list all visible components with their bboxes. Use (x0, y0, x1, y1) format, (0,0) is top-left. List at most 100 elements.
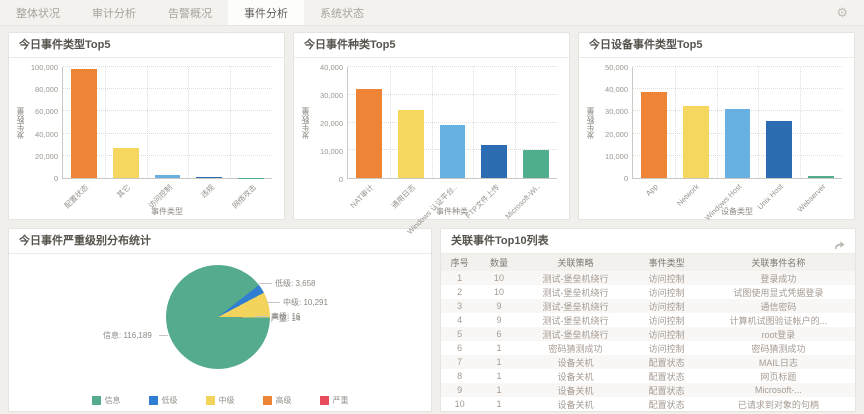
bar-cell (473, 67, 515, 178)
legend-swatch (262, 396, 272, 405)
nav-tab-3[interactable]: 事件分析 (228, 0, 304, 25)
table-col-header: 事件类型 (631, 254, 702, 271)
table-cell: 10 (493, 273, 504, 283)
h-gridline (63, 110, 272, 112)
table-cell: 测试-堡垒机绕行 (542, 287, 609, 298)
panel-event-kind-top5: 今日事件种类Top5 发生数量 40,000 30,000 20,000 10,000… (293, 32, 570, 236)
bar-cell (800, 67, 842, 178)
v-gridline (230, 67, 232, 178)
x-axis-title: 设备类型 (721, 207, 753, 216)
y-axis-title: 发生数量 (16, 107, 25, 139)
legend-label: 低级 (161, 396, 178, 405)
h-gridline (348, 66, 557, 67)
bar-Unix Host (766, 121, 793, 178)
table-cell: 密码猜测成功 (548, 343, 603, 354)
table-cell: 配置状态 (648, 399, 685, 410)
bar-FTP文件上传 (481, 144, 508, 178)
pie-leader-line (255, 316, 268, 317)
nav-tab-4[interactable]: 系统状态 (320, 7, 364, 20)
table-cell: 6 (496, 329, 502, 339)
table-cell: 网页标题 (760, 371, 797, 382)
v-gridline (716, 67, 718, 178)
table-cell: 测试-堡垒机绕行 (542, 273, 609, 284)
bar-通用日志 (397, 110, 424, 178)
x-axis-title: 事件类型 (151, 207, 183, 216)
h-gridline (63, 88, 272, 90)
table-cell: 配置状态 (648, 371, 685, 382)
table-cell: 1 (496, 399, 502, 409)
table-cell: 访问控制 (648, 329, 685, 340)
legend-label: 高级 (275, 396, 292, 405)
bar-cell (633, 67, 675, 178)
table-row: 4 9 测试-堡垒机绕行 访问控制 计算机试图验证帐户的... (441, 313, 855, 327)
bar-cell (675, 67, 717, 178)
v-gridline (431, 67, 433, 178)
table-cell: 设备关机 (557, 357, 594, 368)
gear-icon[interactable]: ⚙ (836, 5, 848, 20)
related-events-table: 序号 数量 关联策略 事件类型 关联事件名称 1 10 测试-堡垒机绕行 访问控制 登录成功 2 1… (441, 254, 855, 411)
panel-device-event-type-top5: 今日设备事件类型Top5 发生数量 50,000 40,000 30,000 20,0… (578, 32, 855, 222)
table-cell: 2 (457, 287, 463, 297)
table-row: 8 1 设备关机 配置状态 网页标题 (441, 369, 855, 383)
bar-cell (147, 67, 189, 178)
y-axis-title: 发生数量 (586, 107, 595, 139)
table-cell: 4 (457, 315, 463, 325)
legend-item-0[interactable]: 信息 (91, 395, 121, 406)
panel-title: 今日事件类型Top5 (9, 33, 284, 58)
bar-Webserver (808, 175, 835, 178)
bar-访问控制 (154, 175, 181, 178)
plot-area (632, 66, 842, 179)
table-cell: 访问控制 (648, 273, 685, 284)
nav-tab-1[interactable]: 审计分析 (92, 7, 136, 20)
x-axis-labels: App Network Windows Host Unix Host Webserver (632, 179, 842, 222)
plot-area (62, 66, 272, 179)
bottom-row: 今日事件严重级别分布统计 信息 低级 中级 高级 严重 信息: 116,189 低级: 3… (8, 228, 856, 412)
bar-cell (230, 67, 272, 178)
table-row: 10 1 设备关机 配置状态 已请求到对象的句柄 (441, 397, 855, 411)
table-cell: 1 (496, 371, 502, 381)
h-gridline (348, 93, 557, 95)
bar-cell (348, 67, 390, 178)
bar-cell (105, 67, 147, 178)
h-gridline (63, 154, 272, 156)
y-axis-title: 发生数量 (301, 107, 310, 139)
table-row: 7 1 设备关机 配置状态 MAIL日志 (441, 355, 855, 369)
v-gridline (104, 67, 106, 178)
bar-cell (515, 67, 557, 178)
bar-chart: 发生数量 50,000 40,000 30,000 20,000 10,000 0 App… (579, 58, 854, 222)
table-col-header: 数量 (478, 254, 520, 271)
table-cell: 通信密码 (760, 301, 797, 312)
v-gridline (473, 67, 475, 178)
h-gridline (63, 132, 272, 134)
table-cell: 配置状态 (648, 357, 685, 368)
table-cell: 测试-堡垒机绕行 (542, 315, 609, 326)
table-cell: Microsoft-... (754, 385, 802, 395)
table-row: 3 9 测试-堡垒机绕行 访问控制 通信密码 (441, 299, 855, 313)
legend-item-2[interactable]: 中级 (205, 395, 235, 406)
table-cell: 9 (496, 301, 502, 311)
share-arrow-icon[interactable] (834, 236, 845, 261)
table-row: 6 1 密码猜测成功 访问控制 密码猜测成功 (441, 341, 855, 355)
panel-title: 今日事件种类Top5 (294, 33, 569, 58)
pie-label-0: 信息: 116,189 (103, 331, 152, 340)
table-cell: 1 (457, 273, 463, 283)
legend-item-1[interactable]: 低级 (148, 395, 178, 406)
bar-cell (390, 67, 432, 178)
pie (166, 265, 270, 369)
top-nav-bar: 整体状况 审计分析 告警概况 事件分析 系统状态 ⚙ (0, 0, 864, 26)
bar-chart: 发生数量 40,000 30,000 20,000 10,000 0 NAT审计 通用日志… (294, 58, 569, 236)
h-gridline (348, 121, 557, 123)
legend-swatch (148, 396, 158, 405)
x-tick-label: Network (675, 182, 702, 208)
v-gridline (674, 67, 676, 178)
nav-tab-2[interactable]: 告警概况 (168, 7, 212, 20)
pie-legend: 信息 低级 中级 高级 严重 (9, 395, 431, 406)
legend-item-4[interactable]: 严重 (319, 395, 349, 406)
plot-area (347, 66, 557, 179)
legend-label: 信息 (104, 396, 121, 405)
nav-tab-0[interactable]: 整体状况 (16, 7, 60, 20)
table-cell: MAIL日志 (758, 357, 798, 368)
panel-title: 今日事件严重级别分布统计 (9, 229, 431, 254)
legend-item-3[interactable]: 高级 (262, 395, 292, 406)
bar-Windows Host (724, 109, 751, 178)
